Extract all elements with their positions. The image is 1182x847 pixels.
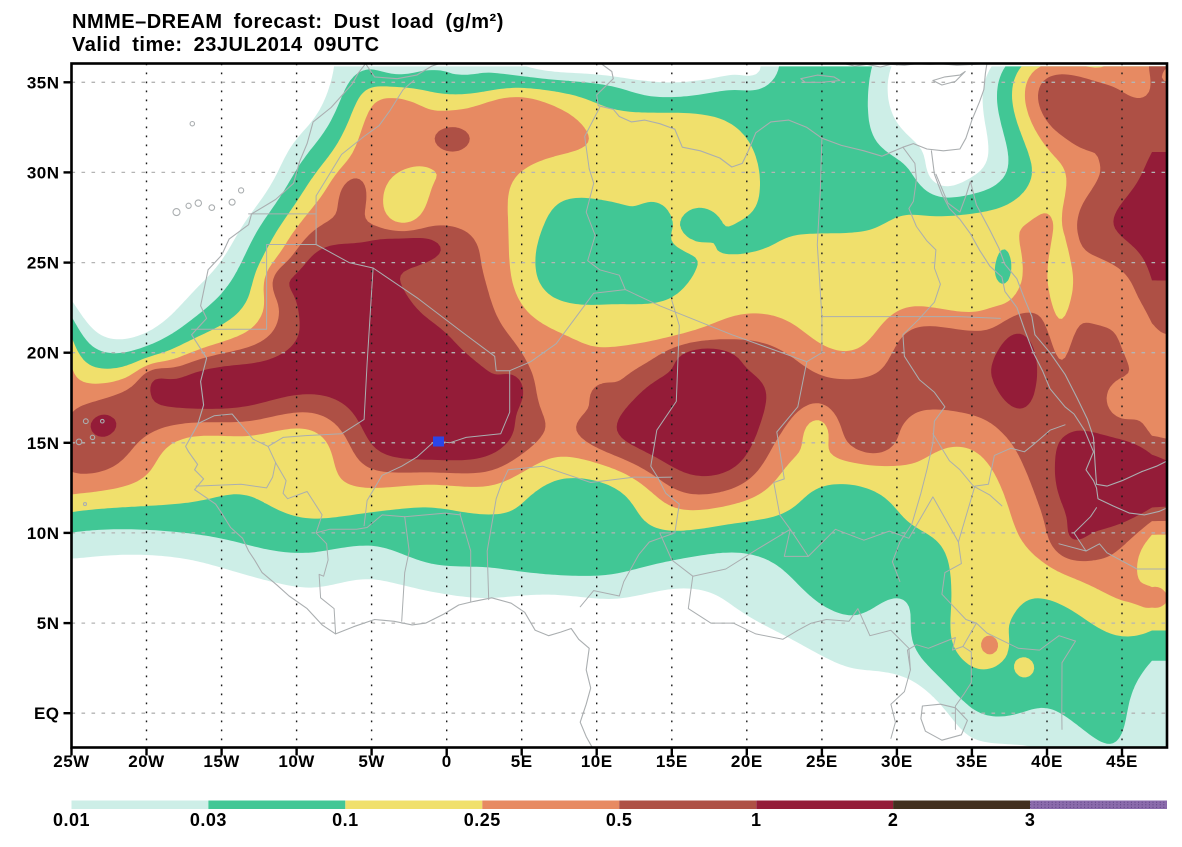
- svg-text:5W: 5W: [358, 752, 385, 771]
- svg-text:25E: 25E: [806, 752, 838, 771]
- svg-text:25W: 25W: [53, 752, 90, 771]
- svg-text:1: 1: [751, 810, 762, 830]
- svg-text:15N: 15N: [27, 434, 60, 453]
- svg-text:2: 2: [888, 810, 899, 830]
- svg-text:25N: 25N: [27, 254, 60, 273]
- svg-text:0.25: 0.25: [464, 810, 501, 830]
- svg-text:15E: 15E: [656, 752, 688, 771]
- svg-text:40E: 40E: [1031, 752, 1063, 771]
- svg-text:20E: 20E: [731, 752, 763, 771]
- svg-text:10E: 10E: [581, 752, 613, 771]
- svg-text:0.01: 0.01: [53, 810, 90, 830]
- svg-text:0.1: 0.1: [332, 810, 359, 830]
- svg-text:30N: 30N: [27, 163, 60, 182]
- svg-text:20N: 20N: [27, 344, 60, 363]
- svg-text:10N: 10N: [27, 524, 60, 543]
- svg-text:30E: 30E: [881, 752, 913, 771]
- svg-text:5N: 5N: [37, 614, 60, 633]
- svg-text:15W: 15W: [203, 752, 240, 771]
- svg-text:3: 3: [1025, 810, 1036, 830]
- svg-text:0: 0: [442, 752, 452, 771]
- svg-text:5E: 5E: [511, 752, 533, 771]
- svg-text:0.5: 0.5: [606, 810, 633, 830]
- svg-text:20W: 20W: [128, 752, 165, 771]
- svg-text:Valid time: 23JUL2014 09UTC: Valid time: 23JUL2014 09UTC: [72, 34, 380, 56]
- svg-text:NMME–DREAM forecast: Dust load: NMME–DREAM forecast: Dust load (g/m²): [72, 11, 504, 33]
- svg-text:35E: 35E: [956, 752, 988, 771]
- svg-text:EQ: EQ: [34, 704, 60, 723]
- svg-text:10W: 10W: [278, 752, 315, 771]
- svg-text:45E: 45E: [1106, 752, 1138, 771]
- svg-text:0.03: 0.03: [190, 810, 227, 830]
- svg-text:35N: 35N: [27, 73, 60, 92]
